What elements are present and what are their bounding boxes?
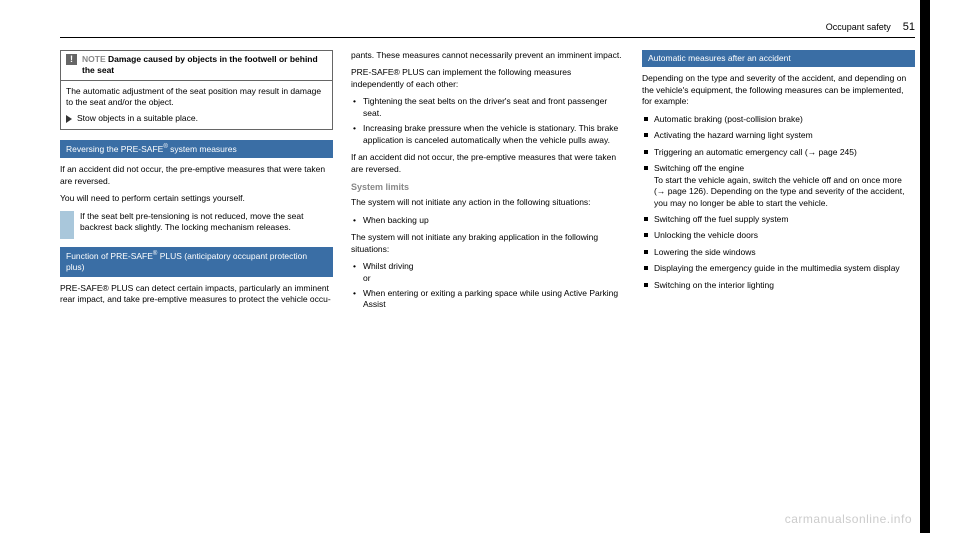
section-bar-presafe-plus: Function of PRE-SAFE® PLUS (anticipatory…: [60, 247, 333, 277]
paragraph: You will need to perform certain setting…: [60, 193, 333, 204]
columns: ! NOTE Damage caused by objects in the f…: [60, 50, 915, 317]
section-bar-automatic-measures: Automatic measures after an accident: [642, 50, 915, 67]
watermark: carmanualsonline.info: [785, 511, 912, 527]
list-item: Switching on the interior lighting: [642, 280, 915, 291]
list-item: Triggering an automatic emergency call (…: [642, 147, 915, 158]
note-box: ! NOTE Damage caused by objects in the f…: [60, 50, 333, 130]
note-title: NOTE Damage caused by objects in the foo…: [82, 54, 327, 77]
manual-page: Occupant safety 51 ! NOTE Damage caused …: [0, 0, 960, 533]
note-heading: ! NOTE Damage caused by objects in the f…: [61, 51, 332, 81]
list-item: Whilst driving or: [351, 261, 624, 284]
note-icon: !: [66, 54, 77, 65]
info-block: If the seat belt pre-tensioning is not r…: [60, 211, 333, 239]
column-1: ! NOTE Damage caused by objects in the f…: [60, 50, 333, 317]
page-header: Occupant safety 51: [60, 20, 915, 38]
paragraph: If an accident did not occur, the pre-em…: [351, 152, 624, 175]
info-icon: [60, 211, 74, 239]
list-item: Increasing brake pressure when the vehic…: [351, 123, 624, 146]
list-item: Tightening the seat belts on the driver'…: [351, 96, 624, 119]
list-item: Unlocking the vehicle doors: [642, 230, 915, 241]
system-limits-heading: System limits: [351, 181, 624, 193]
list-item: When backing up: [351, 215, 624, 226]
list-item: When entering or exiting a parking space…: [351, 288, 624, 311]
list-item: Lowering the side windows: [642, 247, 915, 258]
bullet-list: Whilst driving or When entering or exiti…: [351, 261, 624, 311]
paragraph: pants. These measures cannot necessarily…: [351, 50, 624, 61]
arrow-icon: [66, 115, 72, 123]
column-3: Automatic measures after an accident Dep…: [642, 50, 915, 317]
paragraph: If an accident did not occur, the pre-em…: [60, 164, 333, 187]
note-action: Stow objects in a suitable place.: [66, 113, 327, 124]
note-body-text: The automatic adjustment of the seat pos…: [66, 86, 327, 109]
bullet-list: Tightening the seat belts on the driver'…: [351, 96, 624, 146]
paragraph: PRE-SAFE® PLUS can detect certain impact…: [60, 283, 333, 306]
info-text: If the seat belt pre-tensioning is not r…: [80, 211, 333, 239]
list-item: Activating the hazard warning light syst…: [642, 130, 915, 141]
list-item: Switching off the engine To start the ve…: [642, 163, 915, 209]
list-item: Automatic braking (post-collision brake): [642, 114, 915, 125]
list-item: Switching off the fuel supply system: [642, 214, 915, 225]
section-bar-reversing: Reversing the PRE-SAFE® system measures: [60, 140, 333, 158]
list-item: Displaying the emergency guide in the mu…: [642, 263, 915, 274]
bullet-list: When backing up: [351, 215, 624, 226]
header-page-number: 51: [903, 20, 915, 35]
paragraph: PRE-SAFE® PLUS can implement the followi…: [351, 67, 624, 90]
note-body: The automatic adjustment of the seat pos…: [61, 81, 332, 129]
note-action-text: Stow objects in a suitable place.: [77, 113, 198, 124]
paragraph: Depending on the type and severity of th…: [642, 73, 915, 107]
paragraph: The system will not initiate any braking…: [351, 232, 624, 255]
column-2: pants. These measures cannot necessarily…: [351, 50, 624, 317]
paragraph: The system will not initiate any action …: [351, 197, 624, 208]
square-list: Automatic braking (post-collision brake)…: [642, 114, 915, 292]
header-section: Occupant safety: [826, 21, 891, 33]
